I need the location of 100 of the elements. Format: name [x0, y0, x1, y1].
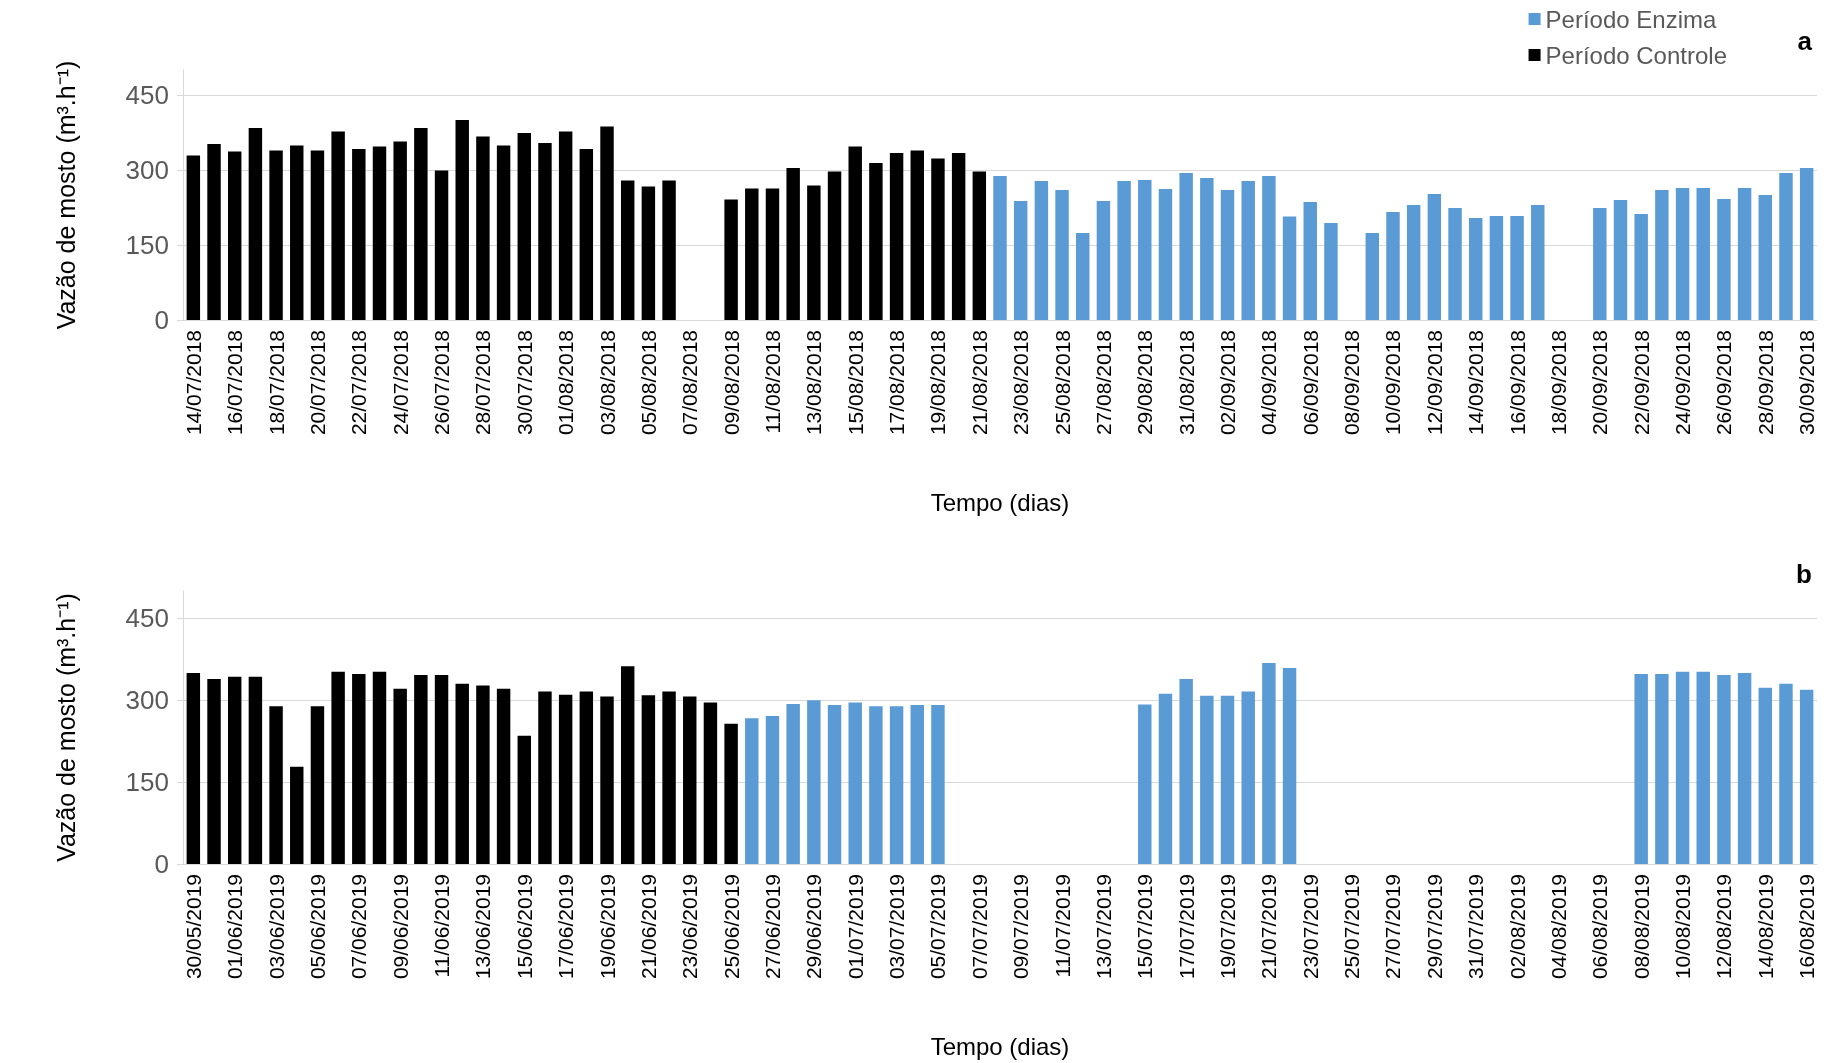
bar — [1779, 683, 1793, 864]
bar — [745, 718, 759, 864]
x-tick-label: 27/06/2019 — [760, 874, 784, 980]
bar — [1282, 667, 1297, 864]
x-tick-label: 15/08/2018 — [843, 330, 867, 436]
bar — [1303, 202, 1317, 320]
bar — [186, 155, 201, 320]
x-tick-label: 06/08/2019 — [1588, 874, 1612, 980]
x-tick-label: 13/06/2019 — [471, 874, 495, 980]
bar — [248, 676, 263, 864]
bar — [1013, 201, 1028, 320]
x-tick-label: 03/06/2019 — [264, 874, 288, 980]
x-tick-label: 05/06/2019 — [305, 874, 329, 980]
x-tick-label: 16/09/2018 — [1505, 330, 1529, 436]
y-tick-label: 300 — [125, 685, 169, 716]
bar — [600, 696, 614, 864]
x-tick-label: 10/08/2019 — [1671, 874, 1695, 980]
bar — [1634, 673, 1648, 864]
bar — [765, 716, 780, 864]
bar — [951, 153, 966, 320]
bar — [1613, 200, 1628, 320]
bar — [1179, 173, 1193, 320]
x-tick-label: 09/08/2018 — [719, 330, 743, 436]
bar — [1758, 195, 1773, 320]
x-tick-label: 25/08/2018 — [1050, 330, 1074, 436]
bar — [931, 158, 945, 320]
x-tick-label: 30/05/2019 — [181, 874, 205, 980]
bar — [1138, 704, 1152, 864]
bar — [1448, 208, 1462, 320]
bar — [352, 149, 366, 320]
bar — [869, 163, 883, 320]
bar — [496, 145, 511, 320]
bar — [1406, 205, 1421, 320]
y-axis-title: Vazão de mosto (m³.h⁻¹) — [51, 60, 80, 330]
bar — [496, 688, 511, 864]
bar — [993, 176, 1007, 320]
bar — [538, 143, 552, 320]
bar — [1200, 178, 1214, 320]
bar — [765, 188, 780, 320]
x-tick-label: 02/08/2019 — [1505, 874, 1529, 980]
text: b — [1796, 559, 1813, 589]
x-tick-label: 31/07/2019 — [1464, 874, 1488, 980]
bar — [1158, 693, 1173, 864]
bar — [372, 146, 387, 320]
bar — [414, 675, 428, 864]
bar — [352, 673, 366, 864]
y-tick-label: 450 — [125, 80, 169, 110]
bar — [1717, 199, 1731, 320]
bar — [1220, 190, 1235, 320]
bar — [641, 186, 656, 320]
x-tick-label: 24/09/2018 — [1671, 330, 1695, 436]
bar — [1386, 212, 1400, 320]
bar — [1634, 214, 1648, 320]
bar — [476, 136, 490, 320]
bar — [972, 171, 987, 320]
y-axis-title: Vazão de mosto (m³.h⁻¹) — [51, 593, 80, 862]
bar — [1096, 201, 1111, 320]
x-tick-label: 11/07/2019 — [1050, 874, 1074, 978]
y-tick-label: 150 — [125, 230, 169, 260]
x-tick-label: 27/07/2019 — [1381, 874, 1405, 980]
x-tick-label: 29/06/2019 — [802, 874, 826, 980]
bar — [269, 706, 283, 864]
x-tick-label: 11/08/2018 — [760, 330, 784, 434]
bar — [1737, 672, 1752, 864]
x-tick-label: 22/07/2018 — [347, 330, 371, 436]
x-tick-label: 15/07/2019 — [1133, 874, 1157, 980]
bar — [434, 170, 449, 320]
x-tick-label: 22/09/2018 — [1629, 330, 1653, 436]
x-tick-label: 21/07/2019 — [1257, 874, 1281, 980]
bar — [414, 128, 428, 320]
x-tick-label: 29/07/2019 — [1422, 874, 1446, 980]
x-tick-label: 17/07/2019 — [1174, 874, 1198, 980]
bar — [1117, 181, 1131, 320]
bar — [620, 180, 635, 320]
x-tick-label: 14/09/2018 — [1464, 330, 1488, 436]
bar — [1737, 188, 1752, 320]
bar — [1675, 671, 1690, 864]
x-tick-label: 05/07/2019 — [926, 874, 950, 980]
bar — [1469, 218, 1483, 320]
bar — [1655, 190, 1669, 320]
text: a — [1797, 26, 1813, 56]
bar — [476, 685, 490, 864]
bar — [703, 702, 718, 864]
x-tick-label: 18/07/2018 — [264, 330, 288, 436]
x-tick-label: 13/07/2019 — [1091, 874, 1115, 980]
bar — [1427, 194, 1442, 320]
x-tick-label: 12/08/2019 — [1712, 874, 1736, 980]
bar — [910, 705, 924, 864]
y-tick-label: 450 — [125, 603, 169, 634]
x-tick-label: 01/07/2019 — [843, 874, 867, 980]
bar — [1365, 233, 1380, 320]
x-tick-label: 14/07/2018 — [181, 330, 205, 436]
bar — [1076, 233, 1090, 320]
bar — [889, 153, 904, 320]
bar — [1593, 208, 1607, 320]
bar — [1489, 216, 1504, 320]
bar — [1696, 671, 1710, 864]
bar — [1675, 188, 1690, 320]
x-tick-label: 17/06/2019 — [554, 874, 578, 980]
x-tick-label: 19/08/2018 — [926, 330, 950, 436]
